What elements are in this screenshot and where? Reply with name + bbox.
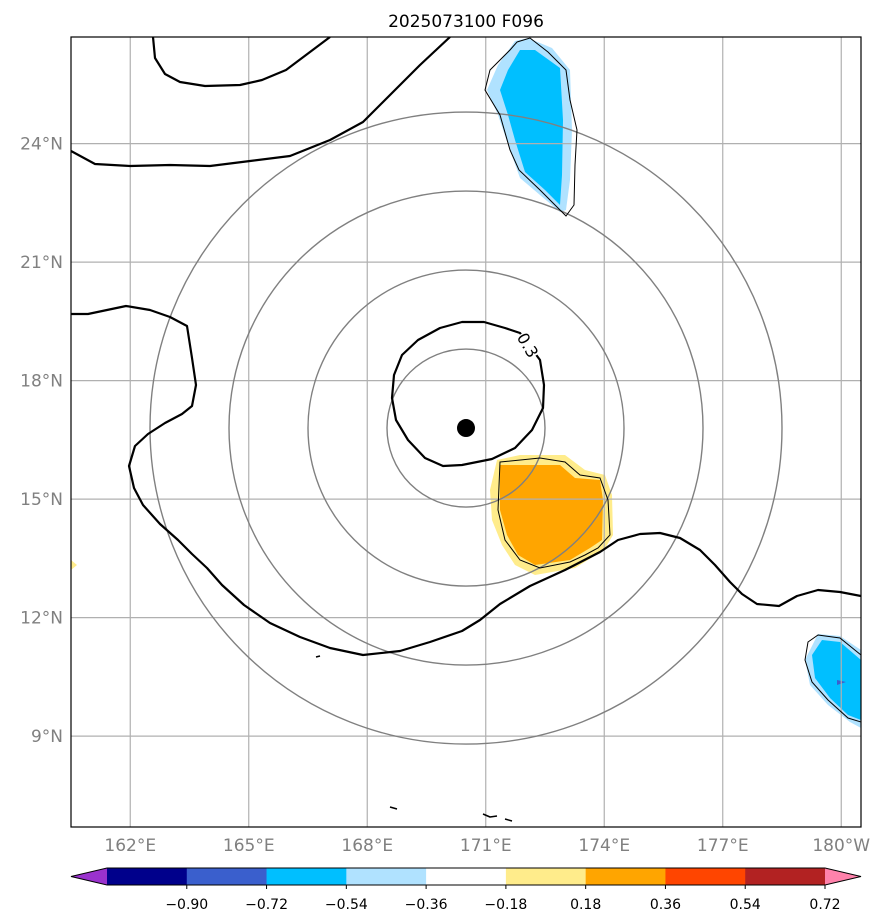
colorbar-extend-low [71, 868, 107, 885]
lon-tick-label: 162°E [104, 836, 156, 856]
figure-title: 2025073100 F096 [388, 12, 544, 32]
colorbar-tick-label: −0.36 [405, 897, 448, 913]
latitude-tick-labels: 9°N 12°N 15°N 18°N 21°N 24°N [20, 135, 63, 748]
colorbar-segment [346, 868, 427, 885]
range-rings [149, 111, 783, 745]
storm-center-dot [457, 419, 475, 438]
lon-tick-label: 180°W [812, 836, 870, 856]
main-contours [71, 37, 861, 822]
lon-tick-label: 168°E [341, 836, 393, 856]
lat-tick-label: 21°N [20, 253, 63, 273]
anomaly-outline-positive [497, 457, 611, 569]
lat-tick-label: 12°N [20, 609, 63, 629]
colorbar-segment [665, 868, 746, 885]
anomaly-outline-ne [484, 37, 578, 217]
colorbar-segment [107, 868, 188, 885]
lon-tick-label: 171°E [460, 836, 512, 856]
lat-tick-label: 9°N [31, 727, 63, 747]
coast-fragment-4 [504, 818, 513, 822]
contour-north [71, 37, 451, 168]
colorbar-tick-label: 0.18 [570, 897, 601, 913]
negative-anomaly-inner [500, 50, 563, 205]
colorbar-segment [426, 868, 507, 885]
positive-anomaly-edge [71, 560, 77, 570]
colorbar-extend-high [825, 868, 861, 885]
coast-fragment-3 [482, 813, 498, 818]
coast-fragment-2 [389, 806, 398, 810]
longitude-tick-labels: 162°E 165°E 168°E 171°E 174°E 177°E 180°W [104, 836, 870, 856]
map-area: 0.3 [70, 36, 862, 828]
lon-tick-label: 174°E [578, 836, 630, 856]
lat-tick-label: 15°N [20, 490, 63, 510]
colorbar-outline [70, 867, 862, 886]
colorbar-segment [585, 868, 666, 885]
colorbar-tick-label: 0.72 [809, 897, 840, 913]
contour-label-background [510, 327, 546, 363]
anomaly-outline-se [804, 634, 861, 723]
range-ring [228, 190, 704, 666]
range-ring [307, 269, 625, 587]
lat-lon-grid [71, 37, 861, 827]
range-ring [386, 348, 546, 508]
anomaly-outlines [484, 37, 861, 723]
lat-tick-label: 18°N [20, 372, 63, 392]
colorbar-segment [505, 868, 587, 885]
colorbar-tick-label: −0.72 [245, 897, 288, 913]
negative-anomaly-se-inner [812, 640, 861, 720]
colorbar: −0.90 −0.72 −0.54 −0.36 −0.18 0.18 0.36 0.54 0.7… [70, 867, 862, 913]
colorbar-segment [745, 868, 826, 885]
colorbar-tick-label: −0.54 [325, 897, 368, 913]
lat-tick-label: 24°N [20, 135, 63, 155]
colorbar-segment [266, 868, 347, 885]
colorbar-segment [186, 868, 268, 885]
colorbar-tick-label: −0.18 [484, 897, 527, 913]
colorbar-tick-label: −0.90 [165, 897, 208, 913]
contour-northwest [151, 37, 331, 88]
coast-fragment-1 [315, 655, 321, 658]
center-marker-group [457, 419, 475, 438]
lon-tick-label: 177°E [697, 836, 749, 856]
range-ring [149, 111, 783, 745]
colorbar-tick-label: 0.54 [730, 897, 761, 913]
lon-tick-label: 165°E [223, 836, 275, 856]
contour-closed-center [390, 320, 546, 468]
contour-south [71, 304, 861, 657]
colorbar-tick-label: 0.36 [650, 897, 681, 913]
map-frame [70, 36, 862, 828]
